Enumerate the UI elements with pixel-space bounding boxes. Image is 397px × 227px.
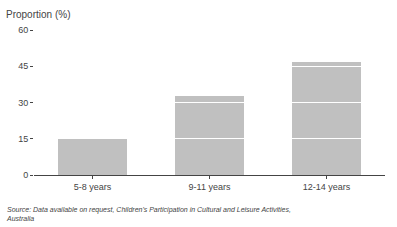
svg-text:0: 0 xyxy=(23,170,28,180)
svg-text:5-8 years: 5-8 years xyxy=(74,182,112,192)
svg-text:12-14 years: 12-14 years xyxy=(303,182,351,192)
svg-text:Source: Data available on requ: Source: Data available on request, Child… xyxy=(6,206,291,222)
svg-text:45: 45 xyxy=(18,61,28,71)
svg-text:9-11 years: 9-11 years xyxy=(189,182,231,192)
svg-text:30: 30 xyxy=(18,98,28,108)
svg-text:Proportion (%): Proportion (%) xyxy=(6,9,70,20)
svg-text:15: 15 xyxy=(18,134,28,144)
svg-text:60: 60 xyxy=(18,25,28,35)
